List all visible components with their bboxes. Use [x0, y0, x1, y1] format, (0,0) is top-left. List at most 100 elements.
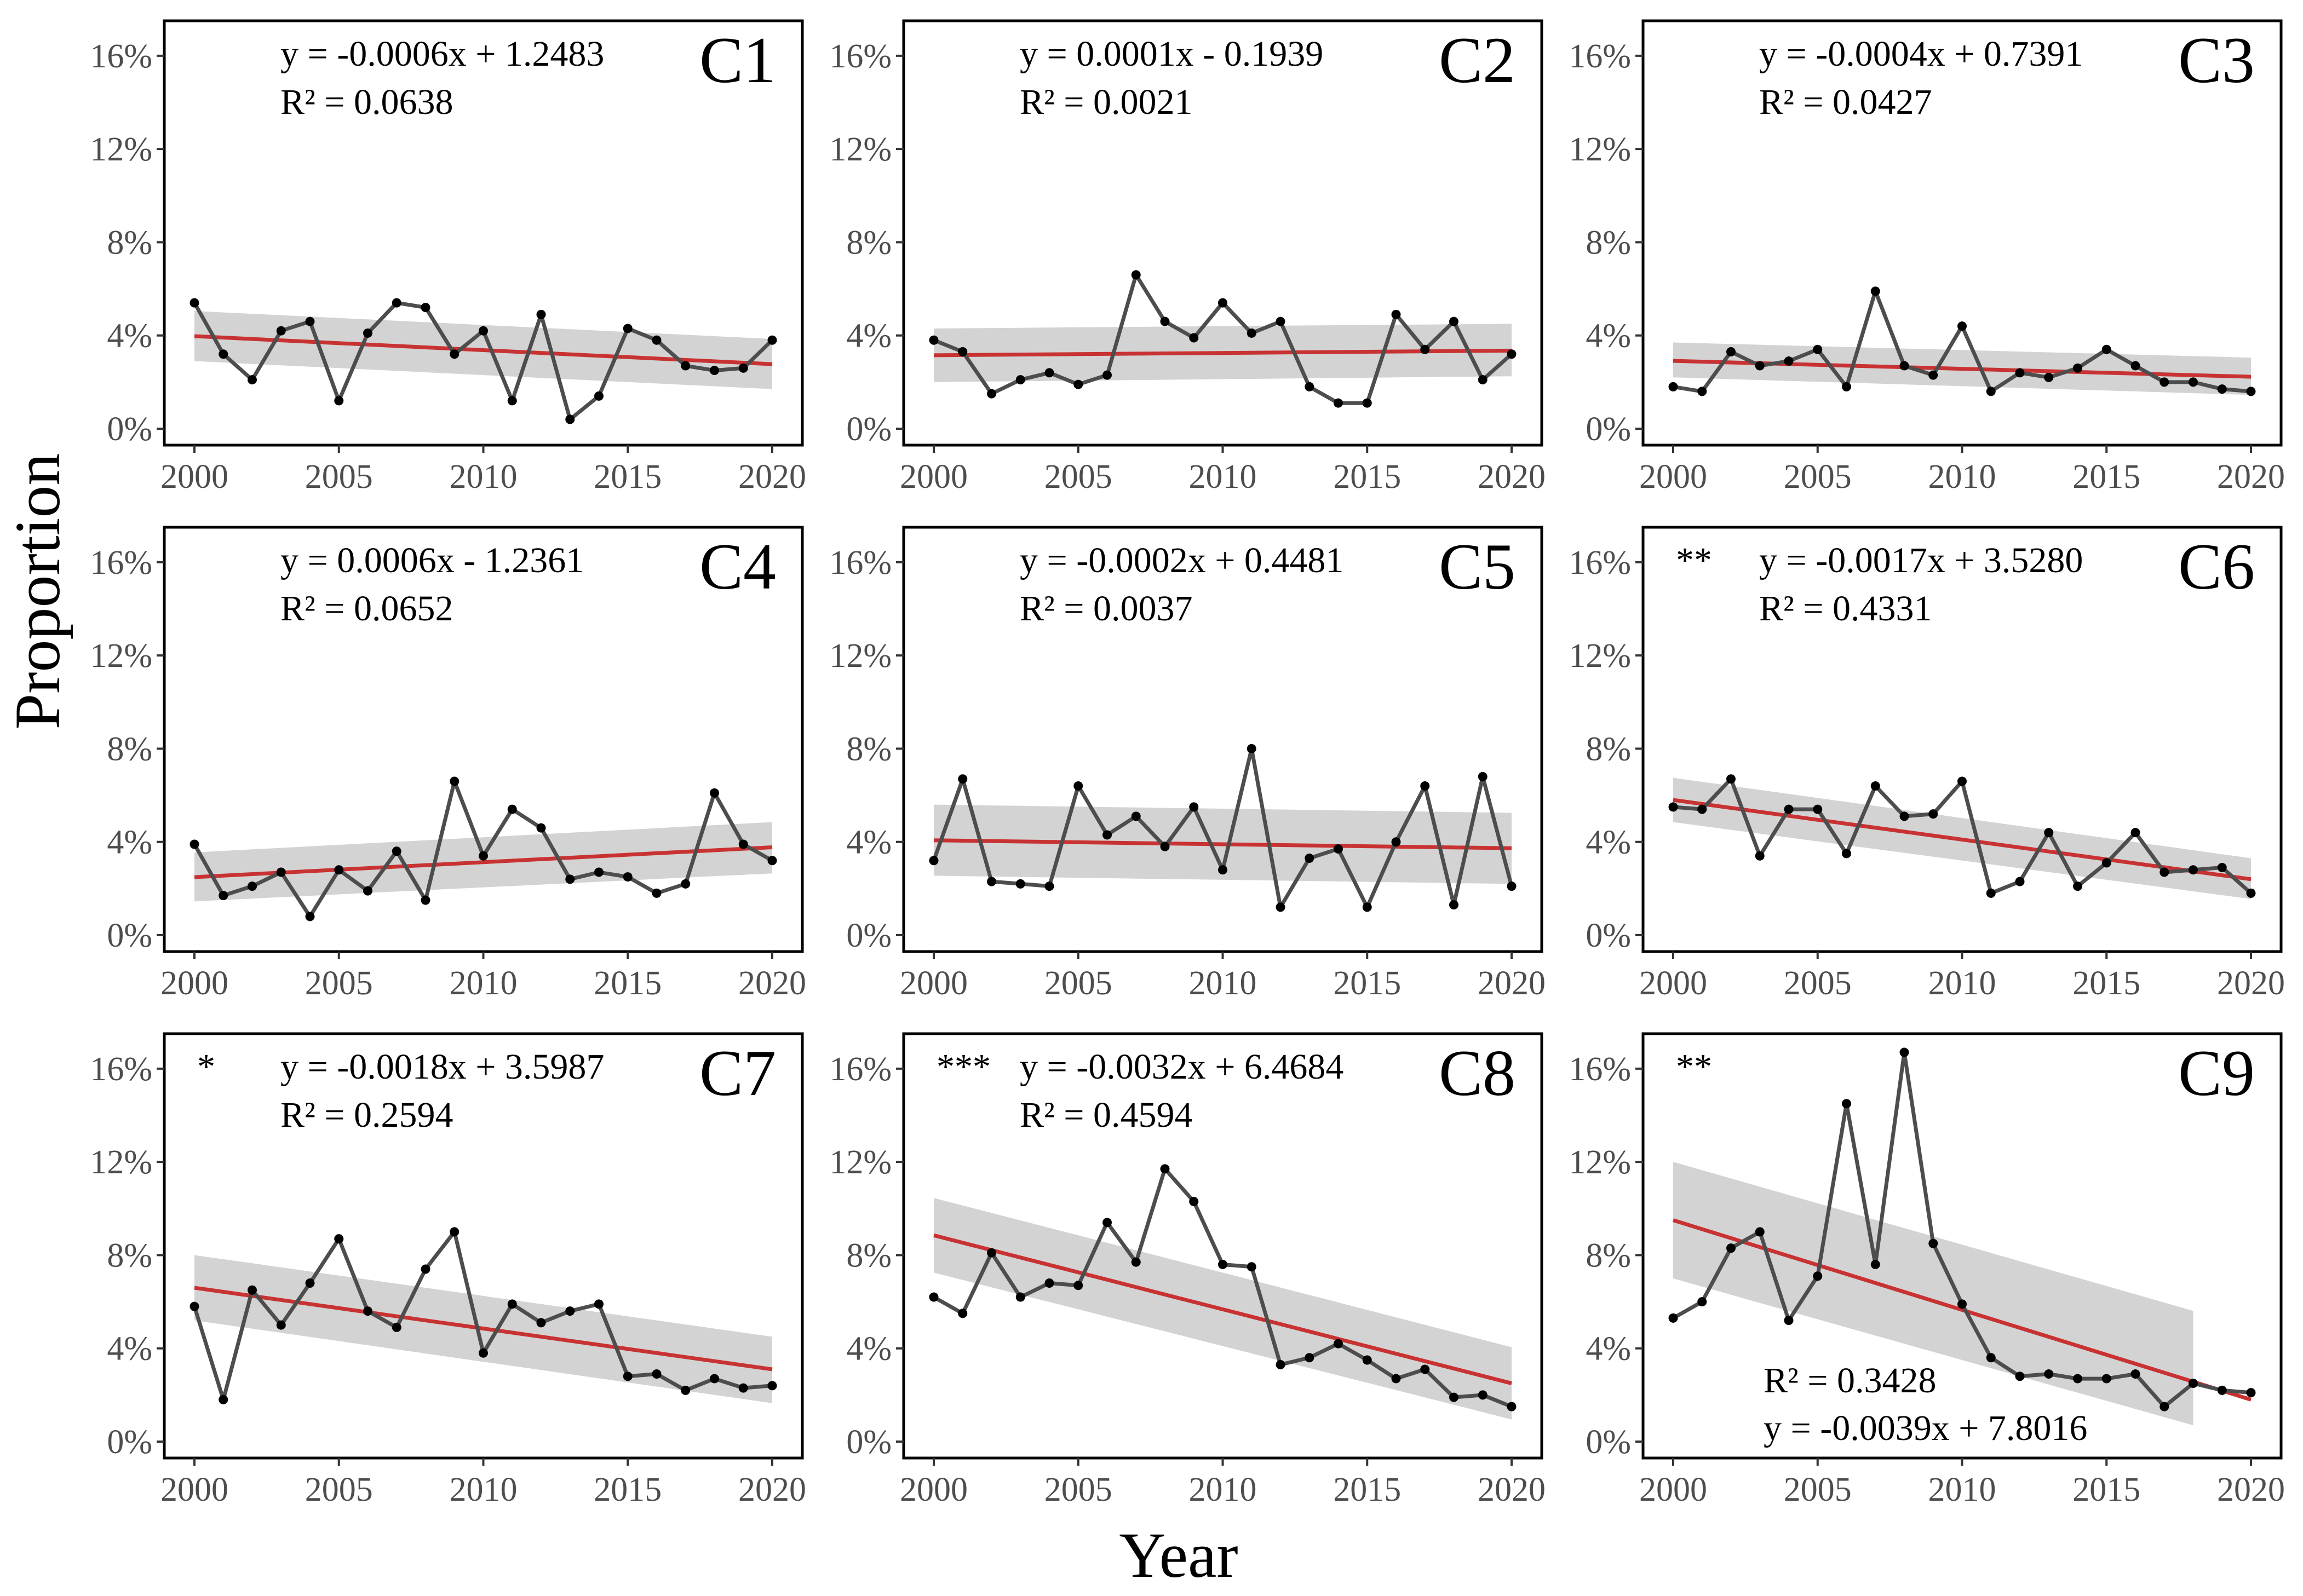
data-point-c5-2003	[1015, 879, 1025, 889]
data-point-c5-2007	[1131, 811, 1141, 821]
data-point-c9-2004	[1784, 1316, 1794, 1326]
y-tick-label-c8: 0%	[846, 1424, 892, 1461]
data-point-c3-2015	[2101, 344, 2111, 354]
x-tick-label-c8: 2020	[1478, 1471, 1546, 1508]
data-point-c2-2004	[1044, 368, 1054, 378]
data-point-c5-2004	[1044, 881, 1054, 891]
data-point-c9-2007	[1870, 1259, 1880, 1269]
x-tick-label-c5: 2005	[1044, 965, 1112, 1002]
significance-marker-c6: **	[1676, 540, 1712, 580]
data-point-c5-2006	[1102, 830, 1112, 840]
x-tick-label-c2: 2010	[1189, 458, 1257, 495]
data-point-c5-2016	[1391, 837, 1401, 847]
data-point-c9-2010	[1957, 1299, 1967, 1309]
data-point-c3-2017	[2160, 377, 2169, 387]
data-point-c1-2007	[392, 298, 401, 308]
data-point-c2-2008	[1160, 316, 1170, 326]
data-point-c8-2007	[1131, 1257, 1141, 1267]
data-point-c8-2006	[1102, 1218, 1112, 1228]
data-point-c7-2010	[479, 1348, 488, 1358]
data-point-c4-2020	[767, 856, 777, 866]
r-squared-c2: R² = 0.0021	[1020, 82, 1193, 122]
data-point-c6-2016	[2130, 828, 2140, 838]
data-point-c4-2016	[652, 888, 662, 898]
data-point-c8-2003	[1015, 1292, 1025, 1302]
x-tick-label-c8: 2005	[1044, 1471, 1112, 1508]
data-point-c2-2018	[1449, 316, 1458, 326]
equation-c4: y = 0.0006x - 1.2361	[280, 540, 584, 580]
panels-group: 0% 4% 8% 12% 16% 2000 2005 2010 2015 2020 C1 y = -0…	[90, 19, 2285, 1508]
x-tick-label-c7: 2005	[305, 1471, 373, 1508]
data-point-c3-2009	[1928, 370, 1938, 380]
panel-label-c4: C4	[699, 530, 776, 603]
x-tick-label-c9: 2020	[2217, 1471, 2285, 1508]
data-point-c8-2017	[1420, 1364, 1430, 1374]
data-point-c7-2003	[276, 1320, 286, 1330]
x-tick-label-c3: 2010	[1928, 458, 1996, 495]
data-point-c8-2002	[987, 1248, 996, 1258]
y-tick-label-c4: 12%	[90, 637, 152, 675]
data-point-c9-2016	[2130, 1369, 2140, 1379]
x-tick-label-c2: 2020	[1478, 458, 1546, 495]
equation-c7: y = -0.0018x + 3.5987	[280, 1047, 604, 1087]
data-point-c7-2008	[421, 1264, 430, 1274]
panel-label-c3: C3	[2178, 24, 2255, 96]
data-point-c4-2003	[276, 867, 286, 877]
x-tick-label-c1: 2010	[450, 458, 518, 495]
x-tick-label-c3: 2005	[1784, 458, 1852, 495]
x-tick-label-c9: 2000	[1639, 1471, 1707, 1508]
data-point-c4-2004	[305, 912, 315, 921]
data-point-c2-2020	[1507, 349, 1517, 359]
data-point-c5-2013	[1305, 854, 1314, 863]
data-point-c6-2012	[2015, 877, 2025, 886]
y-tick-label-c5: 16%	[829, 544, 892, 581]
x-tick-label-c5: 2010	[1189, 965, 1257, 1002]
data-point-c6-2011	[1986, 888, 1996, 898]
data-point-c5-2017	[1420, 781, 1430, 791]
data-point-c3-2018	[2189, 377, 2198, 387]
data-point-c1-2010	[479, 326, 488, 336]
data-point-c1-2001	[219, 349, 228, 359]
data-point-c7-2004	[305, 1278, 315, 1288]
data-point-c7-2016	[652, 1369, 662, 1379]
data-point-c3-2012	[2015, 368, 2025, 378]
data-point-c7-2005	[334, 1234, 344, 1244]
data-point-c2-2011	[1247, 328, 1256, 338]
x-tick-label-c1: 2005	[305, 458, 373, 495]
data-point-c1-2008	[421, 303, 430, 313]
data-point-c2-2006	[1102, 370, 1112, 380]
y-tick-label-c8: 4%	[846, 1330, 892, 1368]
data-point-c2-2014	[1334, 398, 1343, 408]
data-point-c6-2018	[2189, 865, 2198, 875]
panel-label-c2: C2	[1439, 24, 1515, 96]
x-tick-label-c7: 2000	[160, 1471, 228, 1508]
trend-line-c5	[933, 838, 1512, 850]
data-point-c6-2020	[2246, 888, 2256, 898]
x-tick-label-c9: 2005	[1784, 1471, 1852, 1508]
x-axis-title: Year	[1119, 1519, 1238, 1591]
panel-c1: 0% 4% 8% 12% 16% 2000 2005 2010 2015 2020 C1 y = -0…	[90, 19, 806, 495]
data-point-c1-2002	[248, 375, 257, 385]
data-point-c3-2010	[1957, 321, 1967, 331]
x-tick-label-c5: 2020	[1478, 965, 1546, 1002]
data-point-c4-2009	[450, 776, 460, 786]
data-point-c5-2000	[929, 856, 939, 866]
data-point-c5-2020	[1507, 881, 1517, 891]
data-point-c1-2016	[652, 335, 662, 345]
data-point-c8-2010	[1218, 1259, 1227, 1269]
data-point-c6-2007	[1870, 781, 1880, 791]
y-tick-label-c3: 12%	[1569, 131, 1631, 168]
data-point-c9-2012	[2015, 1372, 2025, 1381]
panel-c6: 0% 4% 8% 12% 16% 2000 2005 2010 2015 2020 C6 ** y = …	[1569, 526, 2285, 1002]
data-point-c7-2001	[219, 1395, 228, 1404]
data-point-c6-2019	[2217, 863, 2227, 873]
data-point-c1-2015	[623, 324, 633, 333]
data-point-c8-2005	[1073, 1281, 1083, 1290]
data-point-c5-2011	[1247, 744, 1256, 753]
r-squared-c3: R² = 0.0427	[1759, 82, 1932, 122]
data-point-c9-2019	[2217, 1385, 2227, 1395]
data-point-c7-2012	[536, 1318, 546, 1328]
data-point-c8-2019	[1478, 1390, 1488, 1400]
data-point-c2-2005	[1073, 379, 1083, 389]
